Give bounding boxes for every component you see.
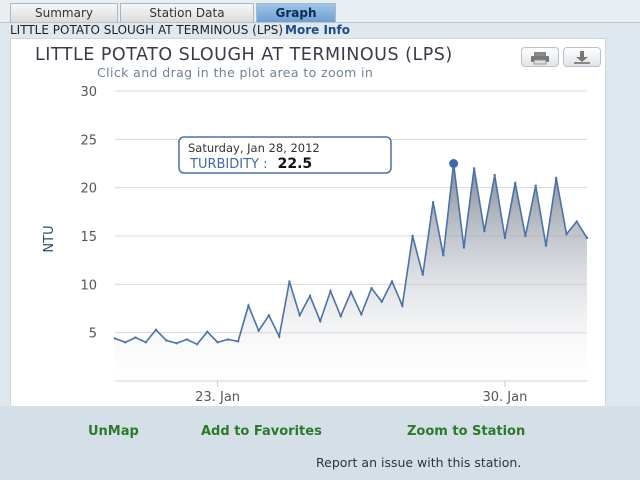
printer-icon — [531, 52, 549, 65]
y-tick-label: 10 — [80, 278, 97, 293]
more-info-link[interactable]: More Info — [285, 23, 350, 37]
tab-summary[interactable]: Summary — [10, 3, 118, 22]
data-point — [503, 236, 507, 240]
tooltip: Saturday, Jan 28, 2012 TURBIDITY : 22.5 — [178, 136, 392, 174]
data-point — [308, 294, 312, 298]
station-name: LITTLE POTATO SLOUGH AT TERMINOUS (LPS) — [10, 23, 284, 37]
data-point — [349, 290, 353, 294]
y-tick-label: 5 — [89, 327, 97, 342]
data-point — [175, 342, 178, 345]
unmap-link[interactable]: UnMap — [88, 424, 139, 439]
data-point — [206, 330, 209, 333]
export-button[interactable] — [563, 47, 601, 67]
x-tick-label: 23. Jan — [195, 390, 240, 405]
tooltip-series: TURBIDITY : — [189, 157, 267, 172]
data-point — [236, 340, 240, 343]
report-issue-text[interactable]: Report an issue with this station. — [316, 455, 522, 470]
y-tick-label: 25 — [80, 133, 97, 148]
data-point — [555, 176, 558, 180]
data-point — [195, 343, 199, 346]
chart-panel: 5 10 15 20 25 30 23. Jan 30. Jan NTU Saturday,… — [10, 38, 606, 408]
svg-text:TURBIDITY : 22.5: TURBIDITY : 22.5 — [189, 156, 312, 172]
data-point — [113, 337, 117, 340]
zoom-to-station-link[interactable]: Zoom to Station — [407, 424, 526, 439]
station-header: LITTLE POTATO SLOUGH AT TERMINOUS (LPS) M… — [10, 23, 350, 37]
data-point — [585, 236, 589, 240]
data-point — [267, 314, 271, 317]
data-point — [534, 184, 537, 187]
data-point — [380, 300, 383, 303]
data-point — [124, 341, 127, 344]
data-point — [483, 229, 486, 233]
chart-subtitle: Click and drag in the plot area to zoom … — [97, 65, 374, 80]
data-point — [544, 244, 548, 247]
data-point — [360, 313, 363, 316]
turbidity-chart[interactable]: 5 10 15 20 25 30 23. Jan 30. Jan NTU Saturday,… — [11, 39, 605, 407]
data-point — [216, 341, 219, 344]
data-point — [472, 167, 476, 170]
chart-title: LITTLE POTATO SLOUGH AT TERMINOUS (LPS) — [35, 45, 453, 65]
y-tick-label: 30 — [80, 85, 97, 100]
data-point — [442, 254, 445, 257]
data-point — [257, 329, 260, 332]
data-point — [339, 315, 342, 318]
tab-bar: Summary Station Data Graph — [0, 0, 640, 23]
data-point — [401, 304, 404, 307]
y-axis-label: NTU — [42, 225, 57, 252]
data-point — [431, 200, 435, 204]
tooltip-date: Saturday, Jan 28, 2012 — [188, 141, 320, 155]
data-point — [493, 173, 496, 177]
data-point — [154, 328, 158, 331]
data-point — [277, 335, 281, 338]
bottom-bar — [0, 406, 640, 480]
data-point — [185, 338, 189, 341]
data-point — [288, 280, 291, 283]
data-point — [565, 232, 568, 236]
y-tick-label: 15 — [80, 230, 97, 245]
turbidity-area — [115, 163, 587, 381]
data-point — [298, 314, 301, 317]
download-icon — [574, 51, 590, 64]
data-point — [165, 339, 168, 342]
data-point — [390, 280, 394, 283]
data-point — [319, 319, 322, 323]
tab-station-data[interactable]: Station Data — [120, 3, 254, 22]
data-point — [411, 234, 414, 238]
y-tick-label: 20 — [80, 182, 97, 197]
data-point — [247, 304, 250, 307]
data-point — [134, 336, 137, 339]
data-point — [144, 341, 147, 344]
data-point — [370, 287, 373, 290]
data-point — [513, 181, 517, 185]
data-point — [462, 246, 466, 249]
print-button[interactable] — [521, 47, 559, 67]
add-to-favorites-link[interactable]: Add to Favorites — [201, 424, 322, 439]
data-point — [226, 338, 230, 341]
tooltip-value: 22.5 — [278, 156, 313, 172]
x-tick-label: 30. Jan — [482, 390, 527, 405]
hover-point-marker — [449, 159, 459, 168]
data-point — [575, 220, 578, 223]
data-point — [329, 289, 332, 293]
tab-graph[interactable]: Graph — [256, 3, 336, 22]
data-point — [421, 273, 425, 276]
data-point — [524, 234, 527, 238]
